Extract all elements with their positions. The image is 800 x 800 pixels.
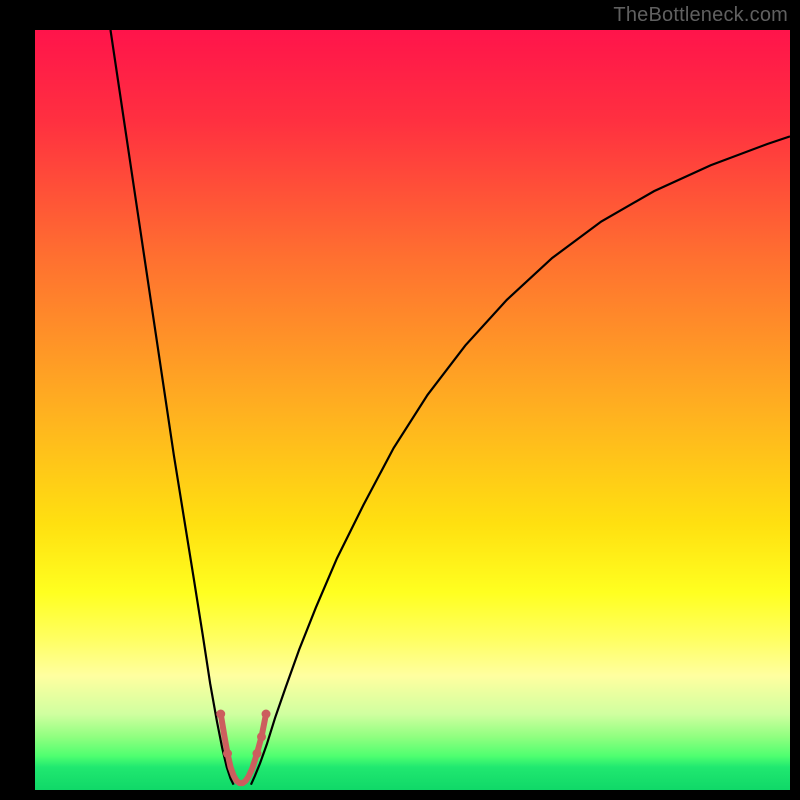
left-branch: [111, 30, 234, 785]
right-branch: [251, 136, 790, 784]
salmon-dot: [262, 710, 271, 719]
watermark-label: TheBottleneck.com: [613, 4, 788, 27]
frame: TheBottleneck.com: [0, 0, 800, 800]
salmon-dot: [252, 749, 261, 758]
salmon-dot: [223, 749, 232, 758]
salmon-dot: [216, 710, 225, 719]
salmon-dot: [257, 732, 266, 741]
curve-overlay: [35, 30, 790, 790]
plot-area: [35, 30, 790, 790]
